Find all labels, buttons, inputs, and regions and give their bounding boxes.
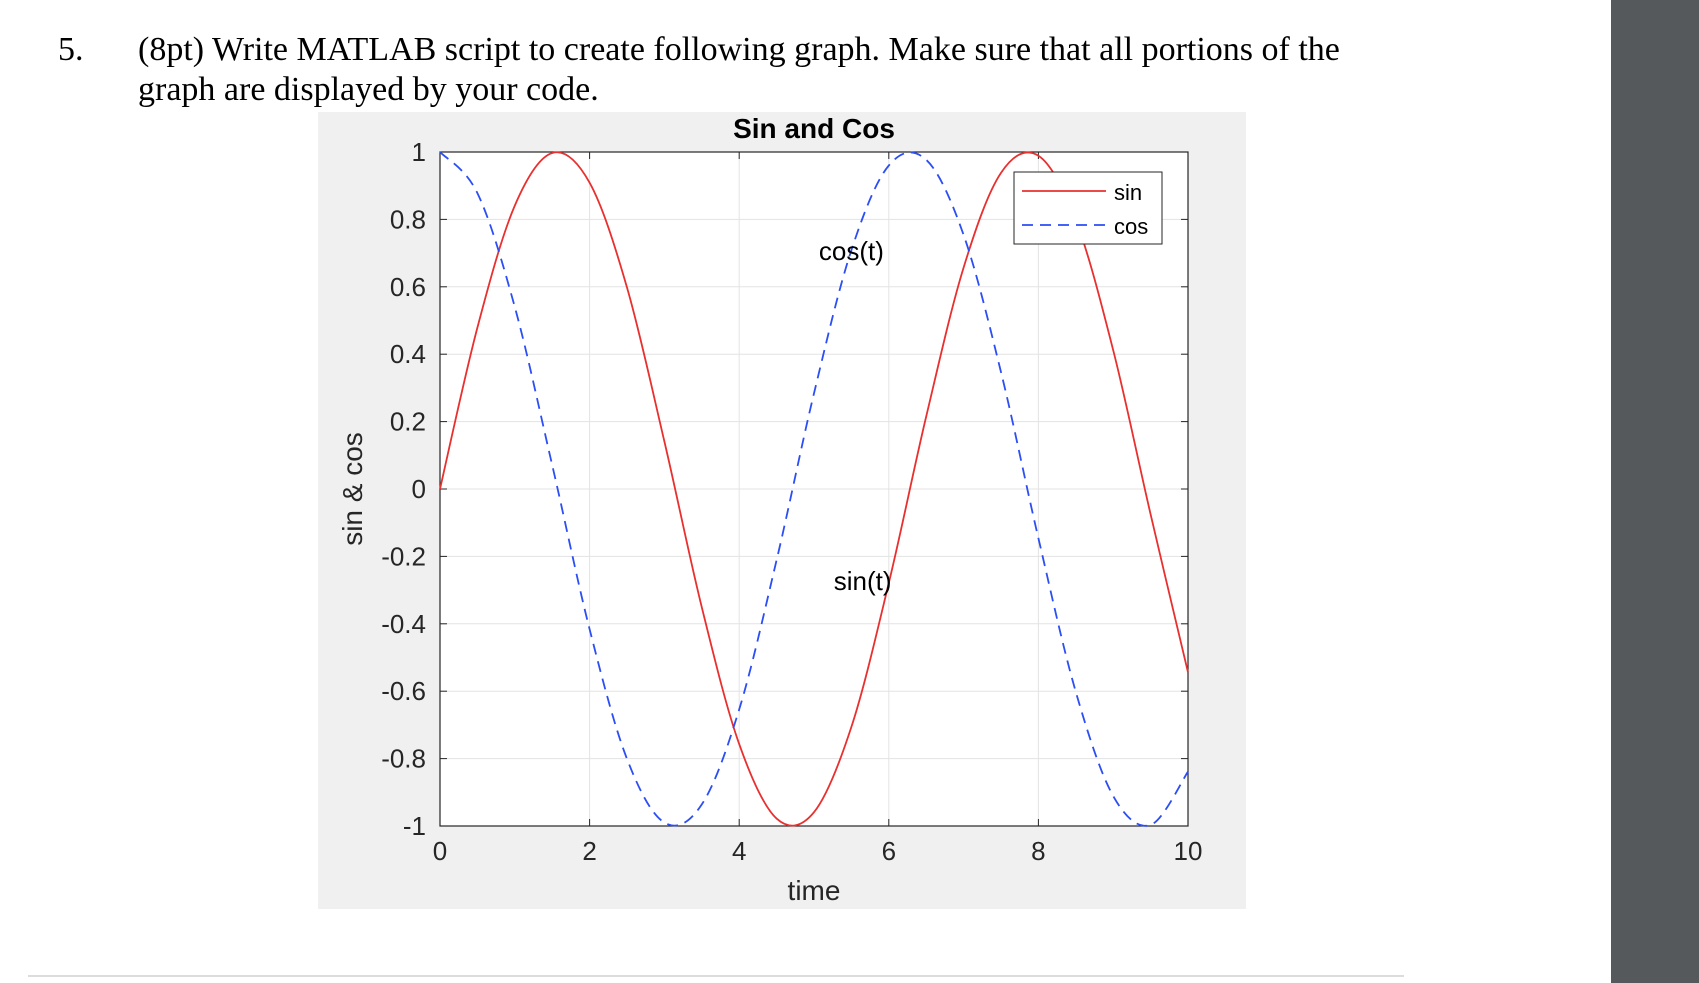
x-tick-label: 8 — [1031, 836, 1045, 866]
y-tick-label: 0 — [412, 474, 426, 504]
divider — [28, 975, 1404, 977]
y-tick-label: -1 — [403, 811, 426, 841]
y-tick-label: -0.8 — [381, 744, 426, 774]
x-tick-label: 0 — [433, 836, 447, 866]
y-tick-label: -0.4 — [381, 609, 426, 639]
y-tick-label: 0.8 — [390, 204, 426, 234]
y-tick-label: 0.4 — [390, 339, 426, 369]
x-tick-label: 6 — [882, 836, 896, 866]
x-axis-label: time — [788, 875, 841, 906]
question-line-1: (8pt) Write MATLAB script to create foll… — [138, 31, 1340, 68]
legend-label-sin: sin — [1114, 180, 1142, 205]
chart-title: Sin and Cos — [733, 113, 895, 144]
annotation-cost: cos(t) — [819, 236, 884, 266]
legend-label-cos: cos — [1114, 214, 1148, 239]
x-tick-label: 2 — [582, 836, 596, 866]
question-number: 5. — [58, 31, 84, 68]
y-tick-label: -0.6 — [381, 676, 426, 706]
question-line-2: graph are displayed by your code. — [138, 71, 599, 108]
series-line-cos — [439, 151, 1189, 827]
y-tick-label: 0.6 — [390, 272, 426, 302]
x-tick-label: 10 — [1174, 836, 1203, 866]
legend-box — [1013, 171, 1163, 245]
annotation-sint: sin(t) — [834, 566, 892, 596]
y-axis-label: sin & cos — [337, 432, 368, 546]
y-tick-label: 0.2 — [390, 407, 426, 437]
y-tick-label: -0.2 — [381, 541, 426, 571]
scrollbar-panel[interactable] — [1611, 0, 1699, 983]
x-tick-label: 4 — [732, 836, 746, 866]
y-tick-label: 1 — [412, 137, 426, 167]
